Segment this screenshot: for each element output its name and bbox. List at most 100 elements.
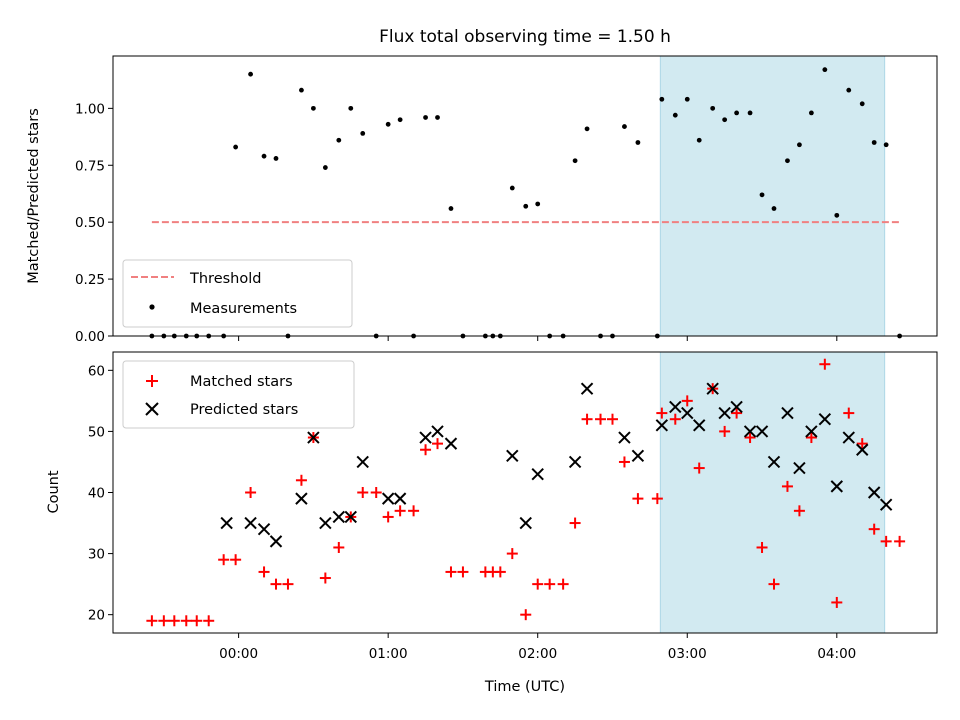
matched-star-points bbox=[146, 358, 906, 627]
matched-star-point bbox=[258, 566, 270, 578]
measurement-point bbox=[261, 153, 267, 159]
measurement-point bbox=[846, 87, 852, 93]
measurement-point bbox=[322, 165, 328, 170]
matched-star-point bbox=[744, 432, 756, 444]
predicted-star-point bbox=[332, 510, 346, 524]
matched-star-point bbox=[333, 541, 345, 553]
top-y-ticks: 0.00 0.25 0.50 0.75 1.00 bbox=[75, 101, 113, 345]
predicted-star-point bbox=[743, 425, 757, 438]
predicted-star-points bbox=[220, 382, 893, 548]
matched-star-point bbox=[191, 615, 203, 627]
matched-star-point bbox=[270, 578, 282, 590]
matched-star-point bbox=[819, 358, 831, 370]
measurement-point bbox=[572, 158, 578, 164]
top-panel: 0.00 0.25 0.50 0.75 1.00 Matched/Predicted s… bbox=[26, 55, 938, 345]
matched-star-point bbox=[768, 578, 780, 590]
measurement-point bbox=[348, 105, 354, 111]
measurement-point bbox=[659, 96, 665, 102]
matched-star-point bbox=[581, 413, 593, 425]
matched-star-point bbox=[394, 505, 406, 517]
measurement-point bbox=[797, 142, 802, 148]
predicted-star-point bbox=[393, 492, 407, 505]
top-y-tick-label: 0.75 bbox=[75, 158, 105, 174]
matched-star-point bbox=[203, 615, 215, 627]
predicted-star-point bbox=[669, 400, 682, 414]
matched-star-point bbox=[282, 578, 294, 590]
predicted-star-point bbox=[580, 382, 594, 395]
matched-star-point bbox=[651, 493, 663, 505]
matched-star-point bbox=[158, 615, 170, 627]
predicted-star-point bbox=[307, 431, 320, 444]
x-axis-label: Time (UTC) bbox=[484, 679, 565, 695]
predicted-star-point bbox=[856, 443, 869, 456]
predicted-star-point bbox=[655, 419, 669, 432]
matched-star-point bbox=[681, 395, 693, 407]
top-legend-box bbox=[122, 259, 353, 328]
matched-star-point bbox=[382, 511, 394, 523]
predicted-star-point bbox=[295, 492, 308, 505]
matched-star-point bbox=[606, 413, 618, 425]
legend-matched-label: Matched stars bbox=[190, 374, 293, 390]
measurement-point bbox=[747, 110, 753, 116]
measurement-point bbox=[722, 117, 728, 123]
legend-predicted-label: Predicted stars bbox=[190, 402, 298, 418]
measurement-point bbox=[710, 105, 716, 111]
measurement-point bbox=[684, 96, 690, 102]
legend-measurements-label: Measurements bbox=[190, 301, 297, 317]
matched-star-point bbox=[532, 578, 544, 590]
top-y-tick-label: 1.00 bbox=[75, 101, 105, 117]
top-x-ticks bbox=[238, 336, 838, 341]
measurement-point bbox=[523, 203, 529, 209]
predicted-star-point bbox=[269, 535, 283, 548]
top-y-axis-label: Matched/Predicted stars bbox=[26, 108, 42, 284]
measurement-point bbox=[834, 212, 840, 218]
legend-measurements-swatch bbox=[149, 304, 155, 310]
measurement-point bbox=[672, 112, 678, 118]
matched-star-point bbox=[856, 438, 868, 450]
matched-star-point bbox=[230, 554, 242, 566]
matched-star-point bbox=[880, 535, 892, 547]
matched-star-point bbox=[218, 554, 230, 566]
bottom-shaded-span bbox=[659, 352, 886, 633]
matched-star-point bbox=[544, 578, 556, 590]
matched-star-point bbox=[432, 438, 444, 450]
bottom-y-tick-label: 40 bbox=[88, 486, 105, 502]
measurement-point bbox=[360, 130, 366, 136]
matched-star-point bbox=[146, 615, 158, 627]
measurement-point bbox=[635, 140, 641, 145]
predicted-star-point bbox=[444, 437, 458, 450]
measurement-point bbox=[535, 201, 541, 207]
bottom-panel: 20 30 40 50 60 00:00 01:00 02:00 03:00 04:00 Cou… bbox=[46, 351, 938, 695]
matched-star-point bbox=[731, 407, 743, 419]
predicted-star-point bbox=[344, 510, 357, 524]
predicted-star-point bbox=[631, 449, 645, 463]
matched-star-point bbox=[408, 505, 420, 517]
predicted-star-point bbox=[519, 516, 532, 530]
predicted-star-point bbox=[681, 406, 694, 420]
matched-star-point bbox=[632, 493, 644, 505]
measurement-point bbox=[759, 192, 765, 198]
measurement-point bbox=[584, 126, 590, 132]
predicted-star-point bbox=[781, 406, 794, 420]
matched-star-point bbox=[793, 505, 805, 517]
matched-star-point bbox=[719, 425, 731, 437]
measurement-point bbox=[696, 137, 702, 143]
bottom-y-tick-label: 50 bbox=[88, 424, 105, 440]
bottom-y-axis-label: Count bbox=[46, 470, 62, 513]
bottom-x-tick-label: 00:00 bbox=[219, 646, 258, 662]
predicted-star-point bbox=[842, 431, 855, 444]
top-shade-rect bbox=[659, 56, 886, 336]
measurement-point bbox=[310, 105, 316, 111]
matched-star-point bbox=[595, 413, 607, 425]
bottom-legend: Matched stars Predicted stars bbox=[122, 360, 355, 429]
predicted-star-point bbox=[879, 498, 893, 511]
bottom-x-tick-label: 02:00 bbox=[518, 646, 557, 662]
matched-star-point bbox=[669, 413, 681, 425]
legend-matched-swatch bbox=[146, 375, 158, 387]
measurement-point bbox=[771, 206, 777, 211]
predicted-star-point bbox=[805, 425, 818, 438]
matched-star-point bbox=[781, 480, 793, 492]
matched-star-point bbox=[168, 615, 180, 627]
measurement-point bbox=[448, 206, 454, 211]
